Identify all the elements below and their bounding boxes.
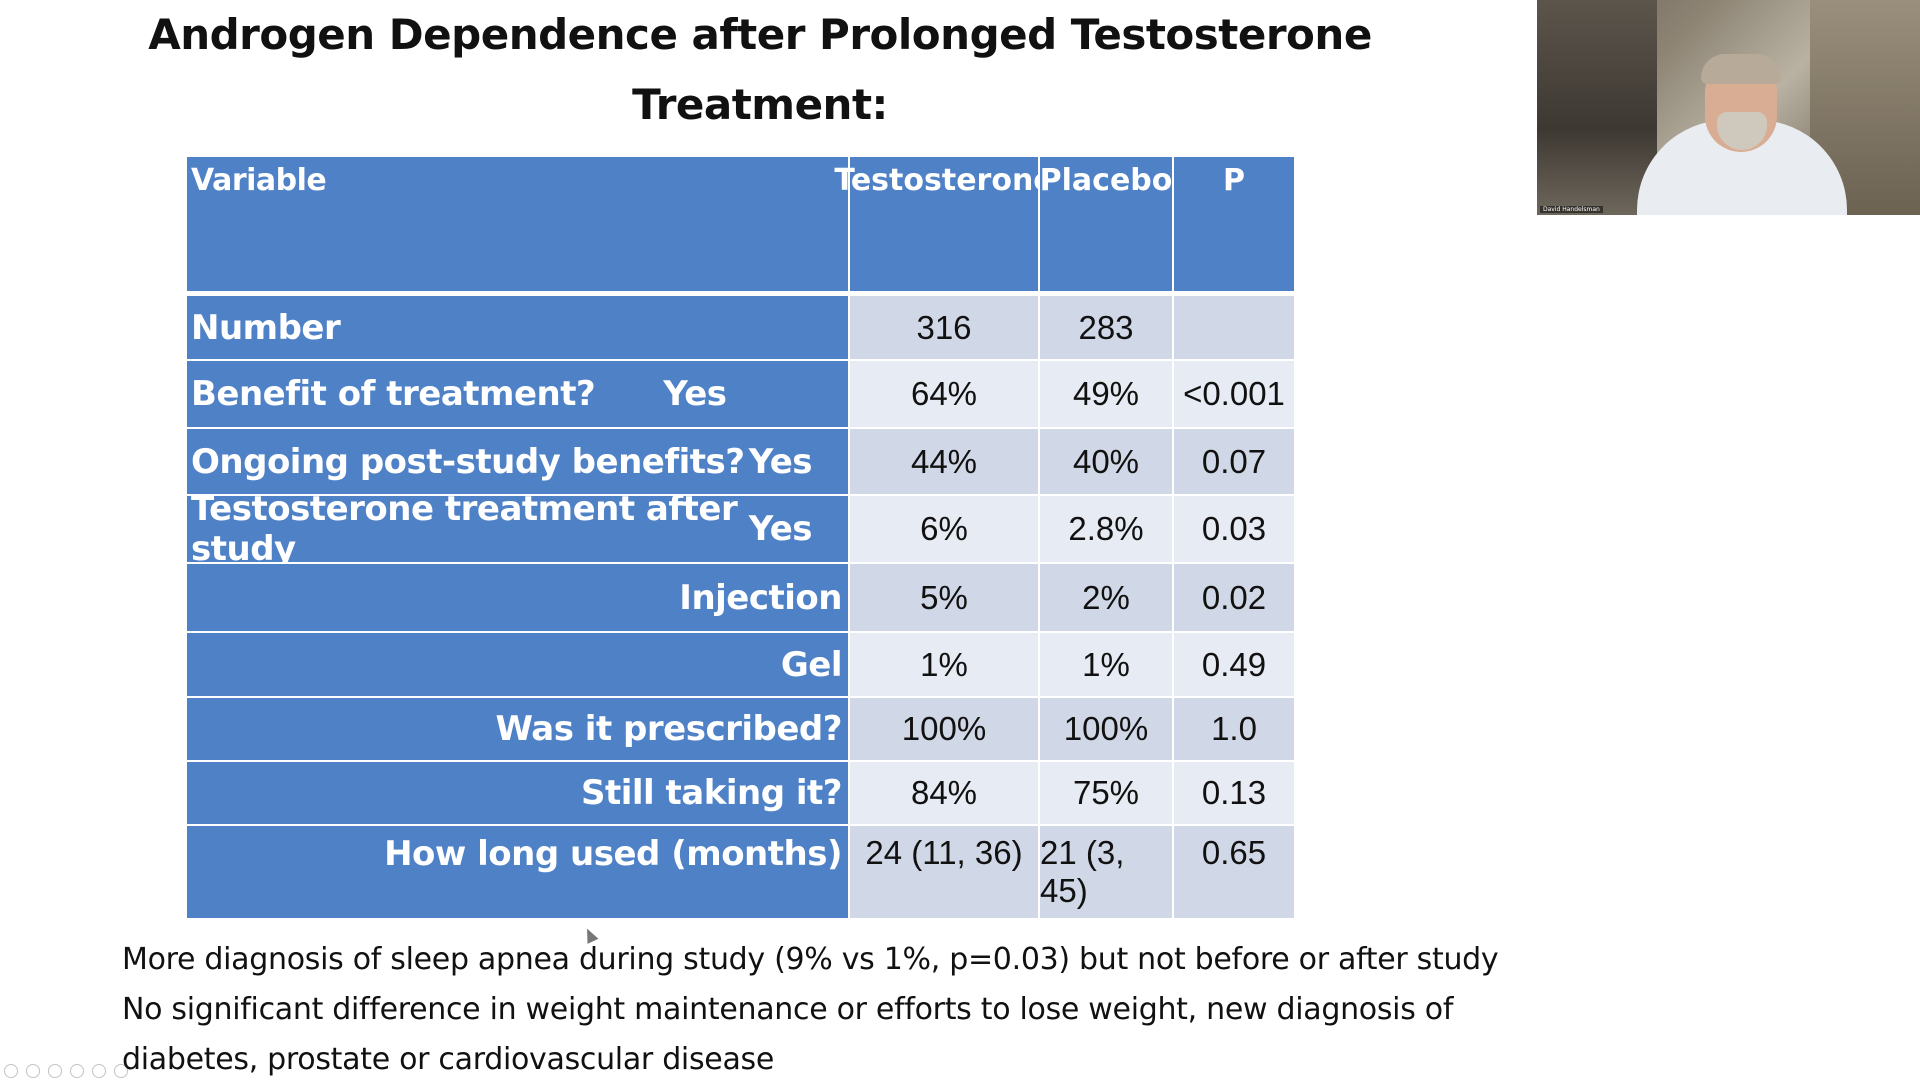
table-row: Still taking it? 84% 75% 0.13: [187, 760, 1294, 824]
pen-icon[interactable]: [48, 1064, 62, 1078]
presentation-toolbar: [0, 1064, 128, 1080]
cell-testosterone: 6%: [850, 496, 1040, 562]
row-label-text: Was it prescribed?: [495, 709, 843, 749]
cell-testosterone: 316: [850, 296, 1040, 359]
cell-testosterone: 24 (11, 36): [850, 826, 1040, 918]
row-label: Gel: [187, 633, 850, 696]
header-testosterone: Testosterone: [834, 157, 1054, 291]
row-label-text: Ongoing post-study benefits?: [191, 441, 745, 482]
cell-p-value: <0.001: [1174, 361, 1294, 427]
table-row: Number 316 283: [187, 294, 1294, 359]
cell-p-value: 0.49: [1174, 633, 1294, 696]
note-line: No significant difference in weight main…: [122, 992, 1454, 1027]
row-label-text: Still taking it?: [580, 773, 843, 813]
slides-grid-icon[interactable]: [70, 1064, 84, 1078]
cell-placebo: 40%: [1040, 429, 1174, 494]
row-label: Testosterone treatment after study Yes: [187, 489, 850, 569]
note-line: More diagnosis of sleep apnea during stu…: [122, 942, 1499, 977]
slide-notes: More diagnosis of sleep apnea during stu…: [122, 935, 1499, 1085]
cell-p-value: 0.02: [1174, 564, 1294, 631]
row-label-text: Benefit of treatment?: [191, 374, 596, 414]
cell-p-value: 0.65: [1174, 826, 1294, 918]
row-label: Still taking it?: [187, 762, 850, 824]
table-row: Was it prescribed? 100% 100% 1.0: [187, 696, 1294, 760]
row-label: Number: [187, 296, 850, 359]
row-label: How long used (months): [187, 826, 850, 918]
table-row: Ongoing post-study benefits? Yes 44% 40%…: [187, 427, 1294, 494]
participant-video-thumbnail[interactable]: David Handelsman: [1537, 0, 1920, 215]
cell-p-value: [1174, 296, 1294, 359]
cell-placebo: 1%: [1040, 633, 1174, 696]
header-placebo: Placebo: [1040, 157, 1174, 291]
participant-hair: [1701, 54, 1781, 84]
row-label-text: Number: [191, 307, 341, 348]
cell-placebo: 2%: [1040, 564, 1174, 631]
zoom-icon[interactable]: [92, 1064, 106, 1078]
cell-testosterone: 1%: [850, 633, 1040, 696]
row-label: Was it prescribed?: [187, 698, 850, 760]
cell-p-value: 0.13: [1174, 762, 1294, 824]
cell-placebo: 21 (3, 45): [1040, 826, 1174, 918]
table-row: Benefit of treatment? Yes 64% 49% <0.001: [187, 359, 1294, 427]
cell-p-value: 1.0: [1174, 698, 1294, 760]
header-p-value: P: [1174, 157, 1294, 291]
previous-slide-icon[interactable]: [4, 1064, 18, 1078]
note-line: diabetes, prostate or cardiovascular dis…: [122, 1042, 775, 1077]
cell-placebo: 49%: [1040, 361, 1174, 427]
video-background: [1537, 0, 1657, 215]
table-row: Gel 1% 1% 0.49: [187, 631, 1294, 696]
cell-p-value: 0.03: [1174, 496, 1294, 562]
header-variable: Variable: [187, 157, 850, 291]
row-yes-text: Yes: [663, 374, 727, 414]
results-table: Variable Testosterone Placebo P Number 3…: [187, 157, 1294, 918]
row-yes-text: Yes: [748, 509, 813, 549]
cell-p-value: 0.07: [1174, 429, 1294, 494]
row-label: Ongoing post-study benefits? Yes: [187, 429, 850, 494]
cell-testosterone: 44%: [850, 429, 1040, 494]
more-options-icon[interactable]: [114, 1064, 128, 1078]
cell-testosterone: 64%: [850, 361, 1040, 427]
table-row: Injection 5% 2% 0.02: [187, 562, 1294, 631]
row-yes-text: Yes: [748, 441, 813, 482]
row-label-text: How long used (months): [384, 834, 842, 874]
row-label: Injection: [187, 564, 850, 631]
table-row: Testosterone treatment after study Yes 6…: [187, 489, 1294, 569]
row-label-text: Testosterone treatment after study: [191, 489, 738, 569]
cell-placebo: 100%: [1040, 698, 1174, 760]
row-label-text: Injection: [679, 577, 842, 618]
cell-testosterone: 100%: [850, 698, 1040, 760]
participant-name-tag: David Handelsman: [1540, 206, 1603, 213]
slide-title-line-1: Androgen Dependence after Prolonged Test…: [148, 10, 1372, 129]
cell-placebo: 2.8%: [1040, 496, 1174, 562]
row-label-text: Gel: [780, 644, 843, 685]
row-label: Benefit of treatment? Yes: [187, 361, 850, 427]
cell-placebo: 75%: [1040, 762, 1174, 824]
table-header-row: Variable Testosterone Placebo P: [187, 157, 1294, 294]
table-row: How long used (months) 24 (11, 36) 21 (3…: [187, 824, 1294, 918]
next-slide-icon[interactable]: [26, 1064, 40, 1078]
cell-placebo: 283: [1040, 296, 1174, 359]
cell-testosterone: 5%: [850, 564, 1040, 631]
cell-testosterone: 84%: [850, 762, 1040, 824]
